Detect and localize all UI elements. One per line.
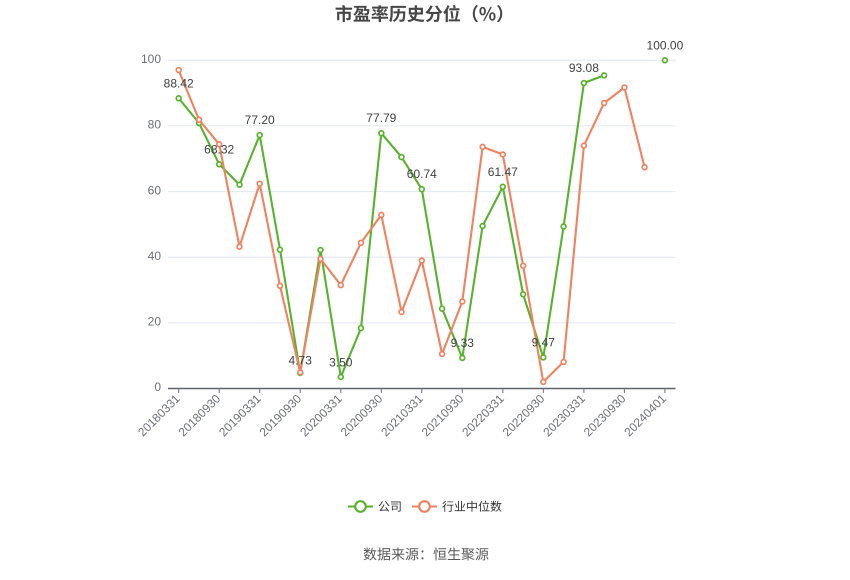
svg-text:77.20: 77.20 <box>245 113 275 127</box>
svg-text:0: 0 <box>154 380 161 394</box>
svg-text:40: 40 <box>148 249 162 263</box>
svg-text:100: 100 <box>141 52 161 66</box>
svg-text:20: 20 <box>148 315 162 329</box>
svg-text:3.50: 3.50 <box>329 356 353 370</box>
svg-text:77.79: 77.79 <box>366 111 396 125</box>
svg-text:93.08: 93.08 <box>569 61 599 75</box>
svg-text:68.32: 68.32 <box>204 142 234 156</box>
svg-text:100.00: 100.00 <box>647 38 684 52</box>
svg-text:4.73: 4.73 <box>289 354 313 368</box>
svg-text:80: 80 <box>148 118 162 132</box>
svg-text:60.74: 60.74 <box>407 167 437 181</box>
svg-text:60: 60 <box>148 183 162 197</box>
svg-text:88.42: 88.42 <box>164 76 194 90</box>
svg-text:9.33: 9.33 <box>451 336 475 350</box>
svg-text:9.47: 9.47 <box>532 335 556 349</box>
svg-text:61.47: 61.47 <box>488 165 518 179</box>
